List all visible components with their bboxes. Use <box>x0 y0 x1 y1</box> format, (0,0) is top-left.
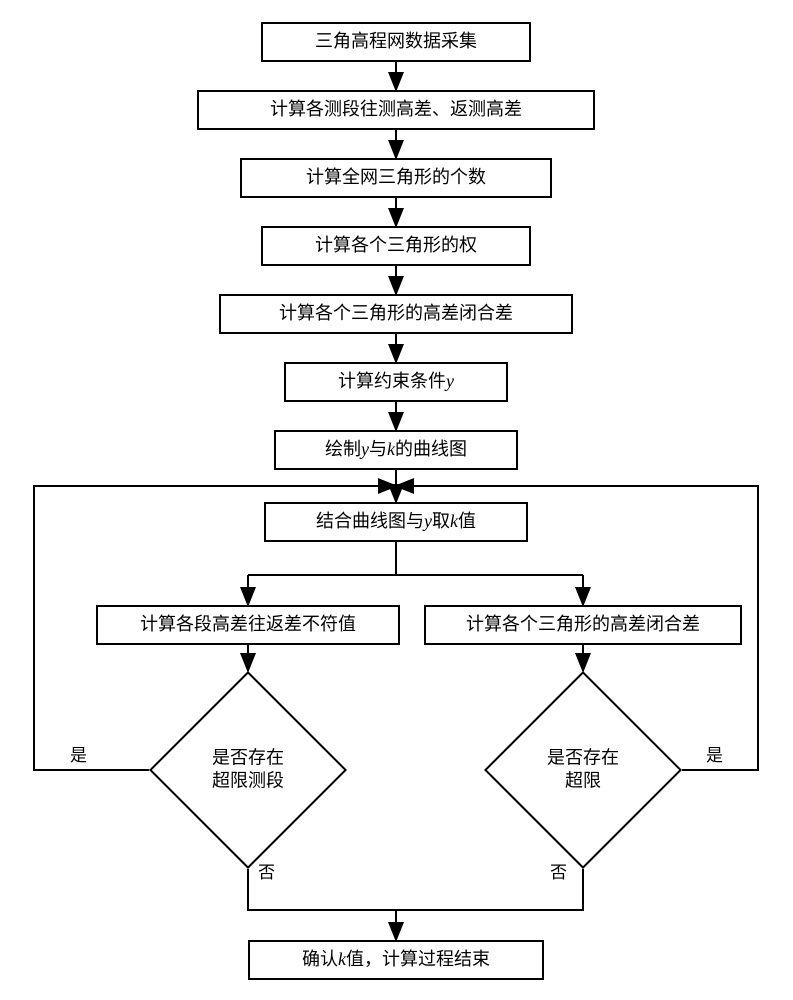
flowchart-box-n8: 结合曲线图与 y 取 k 值 <box>264 502 528 542</box>
flowchart-decision-d1: 是否存在超限测段 <box>178 700 318 840</box>
flowchart-box-n7: 绘制 y 与 k 的曲线图 <box>274 430 518 470</box>
flowchart-box-n2: 计算各测段往测高差、返测高差 <box>197 90 595 130</box>
flowchart-box-n9: 计算各段高差往返差不符值 <box>96 605 400 645</box>
edge-label-no_right: 否 <box>550 858 567 883</box>
flowchart-box-n5: 计算各个三角形的高差闭合差 <box>219 294 573 334</box>
edge-label-yes_right: 是 <box>706 741 723 766</box>
edge-label-yes_left: 是 <box>70 741 87 766</box>
flowchart-box-n1: 三角高程网数据采集 <box>261 22 531 62</box>
flowchart-box-n11: 确认 k 值，计算过程结束 <box>248 940 544 980</box>
flowchart-decision-d2: 是否存在超限 <box>513 700 653 840</box>
flowchart-box-n6: 计算约束条件 y <box>284 362 508 402</box>
edge-label-no_left: 否 <box>258 858 275 883</box>
flowchart-box-n4: 计算各个三角形的权 <box>261 226 531 266</box>
flowchart-box-n10: 计算各个三角形的高差闭合差 <box>424 605 742 645</box>
flowchart-box-n3: 计算全网三角形的个数 <box>240 158 552 198</box>
